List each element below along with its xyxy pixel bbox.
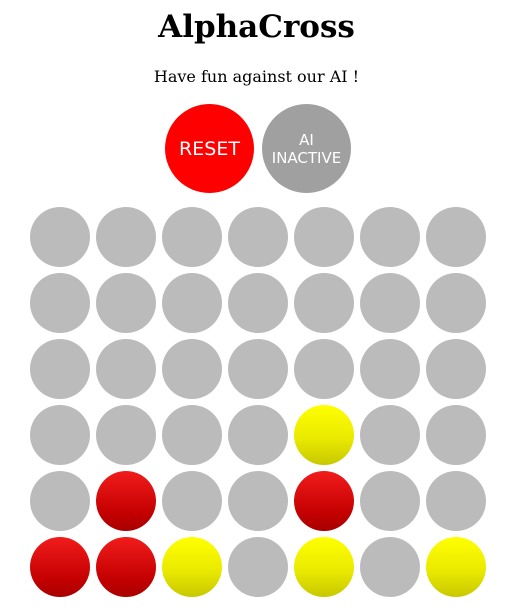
board-slot-empty[interactable] xyxy=(426,207,486,267)
board-slot-empty[interactable] xyxy=(294,273,354,333)
board-slot-empty[interactable] xyxy=(426,471,486,531)
reset-button[interactable]: RESET xyxy=(165,104,254,193)
game-board xyxy=(30,207,486,597)
board-slot-empty[interactable] xyxy=(30,207,90,267)
board-piece-red[interactable] xyxy=(96,471,156,531)
board-slot-empty[interactable] xyxy=(426,405,486,465)
board-slot-empty[interactable] xyxy=(30,273,90,333)
board-slot-empty[interactable] xyxy=(228,273,288,333)
board-slot-empty[interactable] xyxy=(162,405,222,465)
board-slot-empty[interactable] xyxy=(162,207,222,267)
board-slot-empty[interactable] xyxy=(360,405,420,465)
board-slot-empty[interactable] xyxy=(162,339,222,399)
board-slot-empty[interactable] xyxy=(426,339,486,399)
board-slot-empty[interactable] xyxy=(360,537,420,597)
board-slot-empty[interactable] xyxy=(30,339,90,399)
ai-button-label-line2: INACTIVE xyxy=(271,148,342,167)
board-slot-empty[interactable] xyxy=(96,273,156,333)
board-slot-empty[interactable] xyxy=(228,537,288,597)
board-slot-empty[interactable] xyxy=(360,273,420,333)
board-slot-empty[interactable] xyxy=(96,207,156,267)
board-slot-empty[interactable] xyxy=(228,207,288,267)
board-piece-yellow[interactable] xyxy=(294,405,354,465)
board-slot-empty[interactable] xyxy=(162,471,222,531)
board-slot-empty[interactable] xyxy=(30,405,90,465)
board-slot-empty[interactable] xyxy=(360,339,420,399)
board-slot-empty[interactable] xyxy=(228,471,288,531)
board-piece-yellow[interactable] xyxy=(294,537,354,597)
reset-button-label: RESET xyxy=(179,137,240,160)
board-slot-empty[interactable] xyxy=(96,339,156,399)
board-slot-empty[interactable] xyxy=(360,471,420,531)
board-slot-empty[interactable] xyxy=(426,273,486,333)
board-piece-yellow[interactable] xyxy=(162,537,222,597)
board-piece-red[interactable] xyxy=(30,537,90,597)
board-slot-empty[interactable] xyxy=(294,207,354,267)
board-slot-empty[interactable] xyxy=(228,339,288,399)
board-piece-red[interactable] xyxy=(294,471,354,531)
ai-button-label-line1: AI xyxy=(299,130,314,149)
board-slot-empty[interactable] xyxy=(360,207,420,267)
board-piece-yellow[interactable] xyxy=(426,537,486,597)
board-piece-red[interactable] xyxy=(96,537,156,597)
board-slot-empty[interactable] xyxy=(228,405,288,465)
board-slot-empty[interactable] xyxy=(30,471,90,531)
board-slot-empty[interactable] xyxy=(162,273,222,333)
board-slot-empty[interactable] xyxy=(96,405,156,465)
page-title: AlphaCross xyxy=(158,9,355,45)
page-subtitle: Have fun against our AI ! xyxy=(153,67,360,86)
board-slot-empty[interactable] xyxy=(294,339,354,399)
ai-toggle-button[interactable]: AI INACTIVE xyxy=(262,104,351,193)
